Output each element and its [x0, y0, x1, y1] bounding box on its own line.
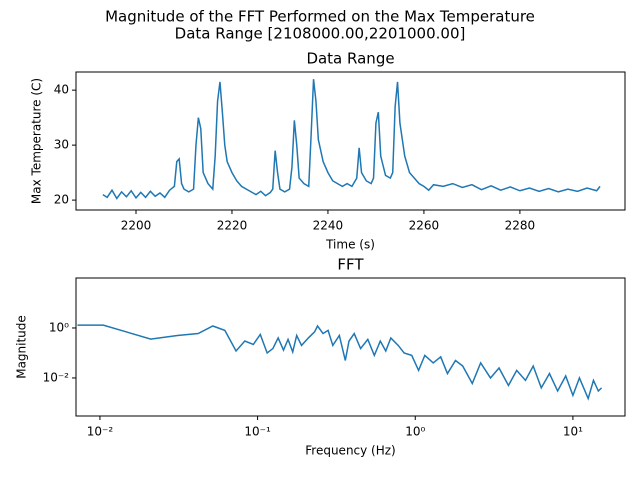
- data-line: [102, 79, 601, 200]
- axes-frame: [75, 71, 626, 211]
- figure-subtitle: Data Range [2108000.00,2201000.00]: [175, 25, 466, 43]
- x-axis-label: Frequency (Hz): [305, 444, 396, 458]
- axes-title: Data Range: [306, 50, 394, 68]
- y-tick-label: 30: [54, 138, 69, 152]
- y-tick-label: 20: [54, 193, 69, 207]
- x-tick-label: 2260: [409, 219, 440, 233]
- axes-frame: [75, 277, 626, 417]
- figure-title: Magnitude of the FFT Performed on the Ma…: [105, 8, 535, 26]
- x-tick-label: 10⁻²: [87, 425, 114, 439]
- data-line: [77, 324, 603, 401]
- x-tick-label: 2280: [505, 219, 536, 233]
- x-tick-label: 2200: [121, 219, 152, 233]
- y-tick-label: 10⁻²: [43, 370, 70, 384]
- y-axis-label: Magnitude: [15, 315, 29, 379]
- y-axis-label: Max Temperature (C): [30, 78, 44, 204]
- x-tick-label: 10⁰: [405, 425, 425, 439]
- y-tick-label: 40: [54, 83, 69, 97]
- x-tick-label: 2240: [313, 219, 344, 233]
- x-tick-label: 10⁻¹: [244, 425, 271, 439]
- x-tick-label: 10¹: [563, 425, 583, 439]
- axes-title: FFT: [337, 256, 364, 274]
- x-tick-label: 2220: [217, 219, 248, 233]
- y-tick-label: 10⁰: [49, 320, 69, 334]
- x-axis-label: Time (s): [325, 238, 375, 252]
